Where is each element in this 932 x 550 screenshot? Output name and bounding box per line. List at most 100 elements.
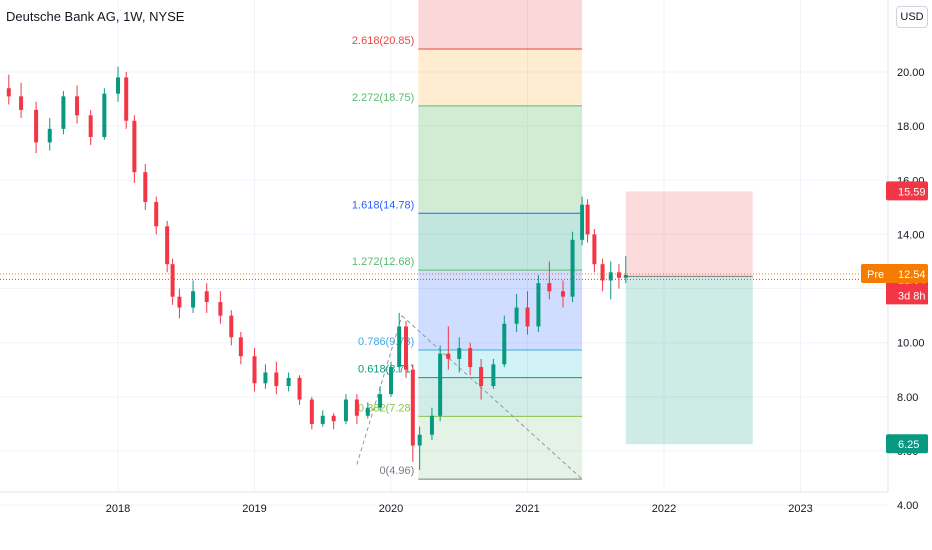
y-tick-label: 8.00 [897,392,918,404]
y-tick-label: 20.00 [897,67,925,79]
candle-body [102,93,107,137]
candle-body [570,239,575,297]
fib-level-label: 2.272(18.75) [352,92,414,104]
y-tick-label: 18.00 [897,121,925,133]
candle-body [592,234,597,265]
fib-level-label: 1.618(14.78) [352,199,414,211]
trend-line [356,315,403,465]
candle-body [34,109,39,143]
candle-body [343,399,348,422]
candle-body [204,291,209,303]
fib-level-label: 1.272(12.68) [352,256,414,268]
candle-body [560,291,565,297]
x-tick-label: 2021 [515,503,539,515]
x-tick-label: 2022 [652,503,676,515]
candle-body [61,96,66,129]
candle-body [378,394,383,408]
x-tick-label: 2023 [788,503,812,515]
candle-body [502,323,507,365]
candle-body [616,272,621,278]
candle-body [389,367,393,395]
price-label: 15.59 [898,186,926,198]
candle-body [585,204,590,235]
premarket-label-bg [861,263,928,283]
x-tick-label: 2019 [242,503,266,515]
y-tick-label: 4.00 [897,500,918,512]
price-label-bg [886,434,928,454]
candle-body [446,353,451,359]
candle-body [75,96,80,116]
candle-body [514,307,519,324]
candle-body [438,353,443,416]
candle-body [410,369,415,446]
candle-body [132,120,137,173]
position-tool [625,191,753,445]
candle-body [608,272,613,281]
candle-body [154,201,159,227]
fib-level-label: 0(4.96) [379,465,414,477]
x-tick-label: 2020 [379,503,403,515]
candle-body [19,96,24,110]
countdown-bg [886,287,928,305]
candle-body [309,399,314,424]
candle-body [165,226,170,265]
fib-level-label: 0.382(7.28) [358,402,414,414]
y-tick-label: 14.00 [897,229,925,241]
candle-body [47,128,52,143]
candle-body [229,315,234,338]
candle-body [170,264,175,297]
candle-body [191,291,196,308]
candle-body [525,307,530,327]
fibonacci-extension: 2.618(20.85) 2.272(18.75) 1.618(14.78) 1.27… [352,0,583,480]
candle-body [274,372,279,387]
candle-body [365,407,370,416]
candles [6,66,628,470]
fib-zone [418,0,583,49]
candle-body [417,434,422,446]
premarket-value: 12.54 [898,269,926,281]
candle-body [218,302,223,316]
candle-body [263,372,268,384]
candle-body [252,356,257,384]
candle-body [331,415,336,422]
candle-body [623,275,628,278]
candle-body [429,415,434,435]
candle-body [457,348,462,359]
candle-body [491,364,496,387]
candle-body [297,377,302,400]
position-target-zone [625,191,753,277]
candle-body [536,283,541,327]
candle-body [286,377,291,387]
trend-line [401,315,583,480]
candle-body [88,115,93,137]
fib-zone [418,377,583,417]
fib-level-label: 2.618(20.85) [352,35,414,47]
candle-body [404,326,409,370]
x-tick-label: 2018 [106,503,130,515]
candle-body [124,77,129,121]
candle-body [468,348,473,368]
candle-body [320,415,325,424]
candle-body [479,367,484,387]
candle-body [116,77,120,94]
fib-zone [418,416,583,480]
currency-button[interactable]: USD [896,6,928,28]
fib-zone [418,270,583,351]
grid-lines [0,0,888,506]
candle-body [354,399,359,416]
fib-zone [418,48,583,106]
price-label: 6.25 [898,439,919,451]
candle-body [143,172,148,202]
candle-body [600,264,605,281]
countdown-label: 3d 8h [898,290,926,302]
candle-body [177,296,182,308]
candle-body [238,337,243,357]
chart-title: Deutsche Bank AG, 1W, NYSE [6,9,185,24]
fib-zone [418,350,583,378]
fib-zone [418,105,583,214]
candle-body [6,88,11,97]
candle-body [580,204,585,240]
fib-zone [418,213,583,271]
candle-body [547,283,552,292]
